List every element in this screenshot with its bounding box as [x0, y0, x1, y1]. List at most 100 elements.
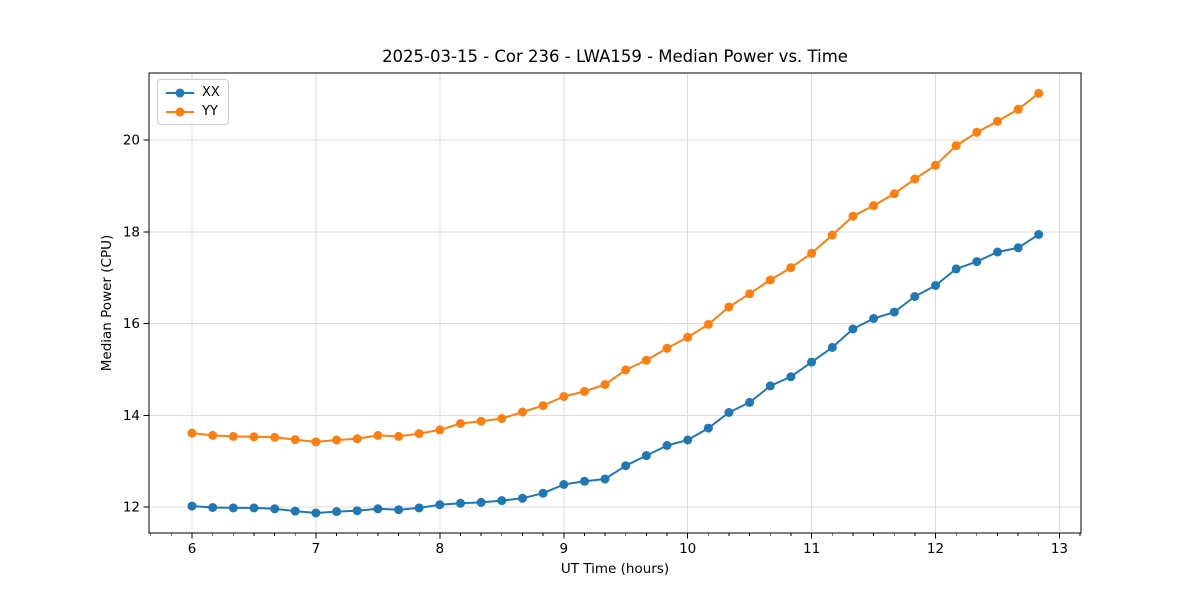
- data-point: [724, 408, 734, 417]
- data-point: [249, 503, 259, 513]
- x-tick-label-9: 9: [559, 541, 568, 557]
- data-point: [724, 302, 734, 312]
- data-point: [745, 397, 755, 407]
- data-point: [187, 501, 197, 511]
- data-point: [683, 435, 693, 445]
- data-point: [538, 488, 548, 498]
- data-point: [228, 431, 238, 441]
- legend-line-marker-icon: [165, 87, 195, 99]
- data-point: [352, 506, 362, 516]
- data-point: [807, 357, 817, 367]
- data-point: [270, 504, 280, 514]
- data-point: [951, 141, 961, 151]
- x-tick-label-12: 12: [927, 541, 944, 557]
- x-tick-label-6: 6: [188, 541, 197, 557]
- data-point: [972, 257, 982, 267]
- data-point: [352, 434, 362, 444]
- y-tick-label-16: 16: [123, 316, 140, 332]
- data-point: [187, 428, 197, 438]
- data-point: [1034, 230, 1044, 239]
- x-tick-label-8: 8: [436, 541, 445, 557]
- data-point: [580, 386, 589, 396]
- legend-entry-yy: YY: [165, 104, 220, 119]
- data-point: [476, 416, 486, 426]
- data-point: [621, 461, 631, 471]
- plot-border: [148, 72, 1082, 534]
- series-line-yy: [191, 92, 1040, 443]
- y-tick-label-12: 12: [123, 499, 140, 515]
- legend-sample-marker: [175, 88, 185, 97]
- data-point: [311, 437, 321, 447]
- x-tick-label-10: 10: [679, 541, 696, 557]
- data-point: [765, 381, 775, 391]
- data-point: [435, 500, 445, 510]
- data-point: [208, 503, 218, 512]
- data-point: [394, 505, 404, 515]
- data-point: [456, 498, 465, 508]
- data-point: [559, 392, 569, 401]
- legend-label-yy: YY: [202, 104, 218, 119]
- axis-ticks: [143, 139, 1081, 539]
- data-point: [208, 430, 218, 440]
- data-point: [373, 430, 383, 440]
- data-point: [476, 497, 486, 507]
- data-point: [807, 248, 817, 258]
- data-point: [518, 407, 527, 417]
- legend-sample-marker: [175, 107, 185, 116]
- data-point: [745, 289, 755, 299]
- data-point: [786, 372, 796, 382]
- data-point: [270, 432, 280, 442]
- data-point: [786, 263, 796, 273]
- y-axis-label: Median Power (CPU): [99, 234, 115, 372]
- data-point: [497, 496, 507, 506]
- legend-sample-svg: [166, 107, 194, 116]
- data-point: [414, 503, 424, 513]
- data-point: [641, 355, 651, 365]
- legend-label-xx: XX: [202, 85, 220, 100]
- data-point: [910, 174, 920, 184]
- data-point: [600, 474, 610, 484]
- data-point: [1013, 104, 1023, 114]
- y-tick-label-20: 20: [123, 133, 140, 149]
- data-point: [311, 508, 321, 518]
- data-point: [600, 380, 610, 389]
- data-point: [249, 432, 259, 442]
- data-point: [435, 425, 445, 435]
- data-point: [518, 493, 527, 503]
- data-point: [972, 127, 982, 137]
- data-point: [1034, 88, 1044, 98]
- x-axis-label: UT Time (hours): [560, 561, 670, 577]
- data-point: [1013, 243, 1023, 253]
- legend: XX YY: [157, 79, 229, 125]
- data-point: [662, 343, 672, 353]
- y-tick-label-18: 18: [123, 224, 140, 240]
- data-point: [931, 281, 940, 290]
- data-point: [683, 332, 693, 342]
- data-point: [641, 451, 651, 461]
- data-point: [931, 160, 940, 170]
- tick-labels: 6 7 8 9 10 11 12 13 12 14 16 18 20: [123, 133, 1068, 557]
- data-point: [559, 480, 569, 489]
- data-point: [332, 435, 342, 445]
- data-point: [951, 264, 961, 274]
- legend-line-marker-icon: [165, 106, 195, 118]
- data-point: [621, 365, 631, 375]
- legend-entry-xx: XX: [165, 85, 220, 100]
- data-point: [228, 503, 238, 513]
- data-point: [827, 230, 837, 240]
- data-point: [414, 429, 424, 439]
- gridlines: [149, 73, 1081, 533]
- data-point: [703, 423, 713, 433]
- data-point: [993, 116, 1002, 126]
- data-point: [497, 414, 507, 423]
- chart-title: 2025-03-15 - Cor 236 - LWA159 - Median P…: [382, 47, 848, 66]
- data-point: [889, 307, 899, 317]
- data-point: [373, 504, 383, 514]
- data-point: [827, 342, 837, 352]
- x-tick-label-11: 11: [803, 541, 820, 557]
- data-point: [910, 292, 920, 301]
- data-point: [993, 247, 1002, 257]
- data-point: [580, 476, 589, 486]
- x-tick-label-7: 7: [312, 541, 321, 557]
